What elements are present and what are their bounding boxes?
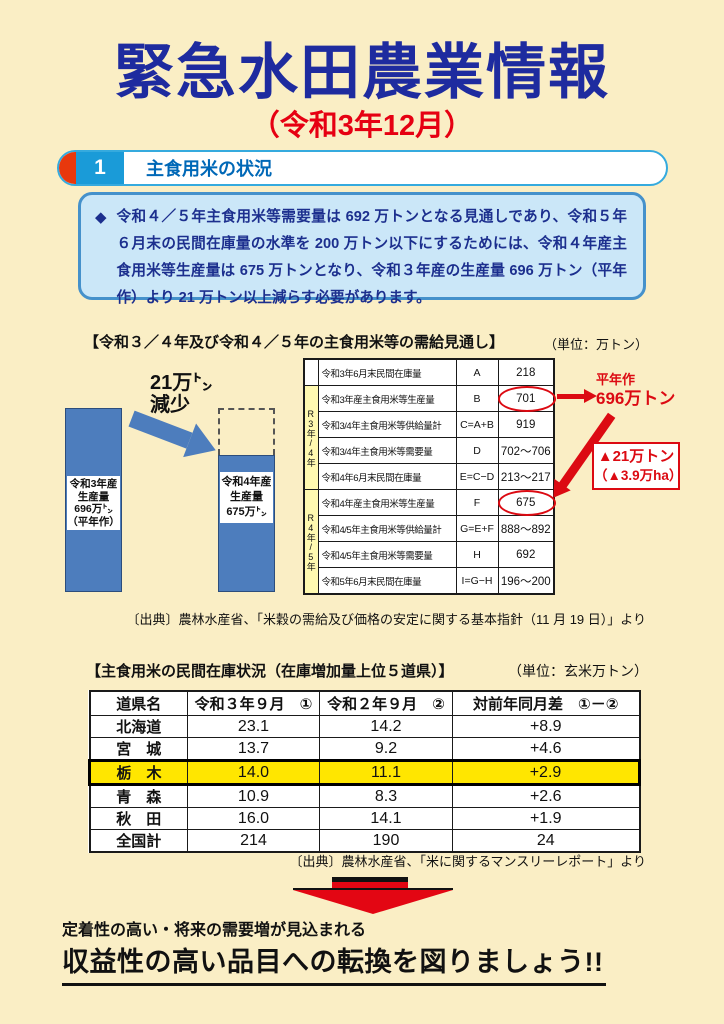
section-header: 1 主食用米の状況 [57,150,668,186]
conclusion-message: 収益性の高い品目への転換を図りましょう!! [62,940,607,986]
table-row: 令和3/4年主食用米等供給量計 C=A+B 919 [304,411,555,438]
table-row: 青 森 10.9 8.3 +2.6 [89,784,640,808]
table-row: 令和4/5年主食用米等需要量 H 692 [304,541,555,568]
section-red-cap [59,152,76,184]
red-arrow-right-head [584,389,597,403]
table-row: 令和4年6月末民間在庫量 E=C−D 213～217 [304,463,555,490]
table-row: 令和5年6月末民間在庫量 I=G−H 196～200 [304,567,555,595]
table-row-highlighted-tochigi: 栃 木 14.0 11.1 +2.9 [88,759,641,786]
table-row: 宮 城 13.7 9.2 +4.6 [89,737,640,761]
source-note-2: 〔出典〕農林水産省、「米に関するマンスリーレポート」より [289,854,646,869]
bar-r4-label: 令和4年産 生産量 675万㌧ [220,472,273,523]
table-row: 令和3年6月末民間在庫量 A 218 [303,358,555,386]
supply-demand-heading: 【令和３／４年及び令和４／５年の主食用米等の需給見通し】 [84,334,505,351]
circle-annotation-701 [498,386,556,412]
decrease-label: 21万㌧ 減少 [150,372,213,416]
source-note-1: 〔出典〕農林水産省、「米穀の需給及び価格の安定に関する基本指針（11 月 19 … [126,612,646,627]
page-title: 緊急水田農業情報 [114,39,610,106]
table-row: 令和3/4年主食用米等需要量 D 702～706 [304,437,555,464]
summary-text: 令和４／５年主食用米等需要量は 692 万トンとなる見通しであり、令和５年６月末… [116,209,627,306]
circle-annotation-675 [498,490,556,516]
red-arrow-right [557,394,585,399]
table-row: 令和4/5年主食用米等供給量計 G=E+F 888～892 [304,515,555,542]
group-label-r3-4: R3年/4年 [303,385,319,490]
big-red-down-arrow-edge [293,888,453,890]
table-row: 北海道 23.1 14.2 +8.9 [89,715,640,738]
big-red-down-arrow-icon [293,890,453,914]
inventory-heading: 【主食用米の民間在庫状況（在庫増加量上位５道県）】 [86,663,454,680]
diamond-bullet-icon: ◆ [95,209,107,226]
table-row: 秋 田 16.0 14.1 +1.9 [89,807,640,830]
conclusion-lead: 定着性の高い・将来の需要増が見込まれる [62,922,367,939]
reduction-annotation-box: ▲21万トン （▲3.9万ha） [592,442,682,490]
bar-r3-production: 令和3年産 生産量 696万㌧ （平年作） [65,408,122,592]
section-title: 主食用米の状況 [146,159,272,179]
bar-r4-production: 令和4年産 生産量 675万㌧ [218,455,275,592]
summary-callout: ◆ 令和４／５年主食用米等需要量は 692 万トンとなる見通しであり、令和５年６… [78,192,646,306]
reduction-dotted-outline [218,408,275,455]
table-header-row: 道県名 令和３年９月 ① 令和２年９月 ② 対前年同月差 ①－② [89,690,640,716]
inventory-table: 道県名 令和３年９月 ① 令和２年９月 ② 対前年同月差 ①－② 北海道 23.… [88,690,641,853]
section-number: 1 [76,152,124,184]
inventory-unit: （単位：玄米万トン） [508,663,648,679]
supply-demand-unit: （単位：万トン） [543,337,648,352]
table-row-total: 全国計 214 190 24 [89,829,640,853]
big-red-down-arrow-shaft [332,877,408,890]
bar-r3-label: 令和3年産 生産量 696万㌧ （平年作） [67,476,120,530]
page-subtitle: （令和3年12月） [250,110,474,142]
group-label-r4-5: R4年/5年 [303,489,319,595]
heinen-annotation: 平年作 696万トン [596,372,676,409]
